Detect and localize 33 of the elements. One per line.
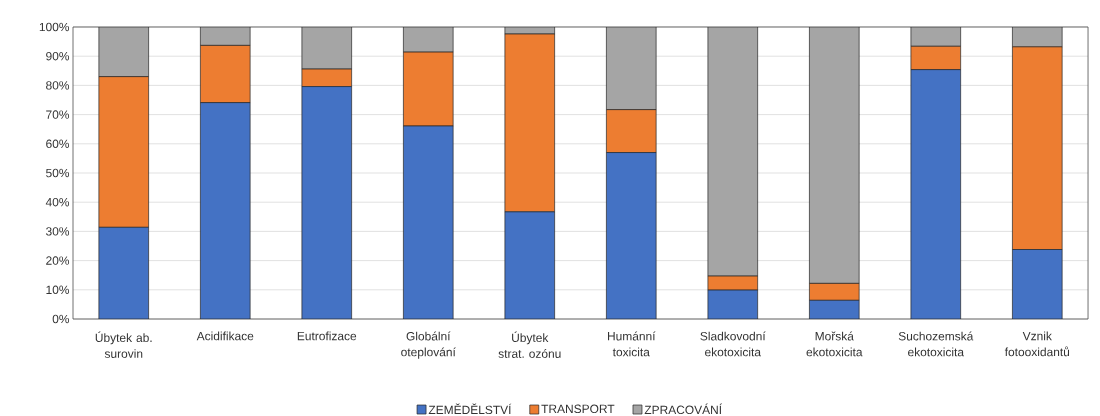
x-tick-label: Globální oteplování <box>401 331 456 359</box>
x-tick-label: Eutrofizace <box>297 331 357 341</box>
y-tick-label: 60% <box>46 139 70 149</box>
x-tick-label: Acidifikace <box>196 331 254 341</box>
legend-label: TRANSPORT <box>541 404 615 414</box>
x-tick-label: Úbytek ab. surovin <box>95 331 152 358</box>
x-tick-label: Humánní toxicita <box>608 331 656 357</box>
y-tick-label: 20% <box>46 256 70 265</box>
x-tick-label: Úbytek strat. ozónu <box>498 331 561 358</box>
y-tick-label: 90% <box>46 51 70 61</box>
y-tick-label: 100% <box>39 22 70 32</box>
bar <box>504 211 555 319</box>
x-tick-label: Sladkovodní ekotoxicita <box>700 331 766 357</box>
legend-label: ZPRACOVÁNÍ <box>644 403 723 415</box>
x-tick-label: Suchozemská ekotoxicita <box>898 331 974 357</box>
y-tick-label: 10% <box>46 285 70 295</box>
x-tick-label: Mořská ekotoxicita <box>806 331 863 357</box>
bar <box>1012 249 1063 319</box>
y-tick-label: 50% <box>46 168 70 178</box>
bar <box>403 125 454 319</box>
y-tick-label: 30% <box>46 227 70 236</box>
bar <box>707 289 758 319</box>
y-tick-label: 0% <box>52 314 70 324</box>
bar <box>910 69 961 319</box>
bar <box>606 152 657 319</box>
y-tick-label: 80% <box>46 81 70 90</box>
y-tick-label: 40% <box>45 197 70 207</box>
bar <box>200 102 251 319</box>
bar <box>301 86 352 319</box>
x-tick-label: Vznik fotooxidantů <box>1004 331 1070 357</box>
y-tick-label: 70% <box>46 110 70 119</box>
bar <box>98 226 149 319</box>
legend-label: ZEMĚDĚLSTVÍ <box>428 403 512 415</box>
